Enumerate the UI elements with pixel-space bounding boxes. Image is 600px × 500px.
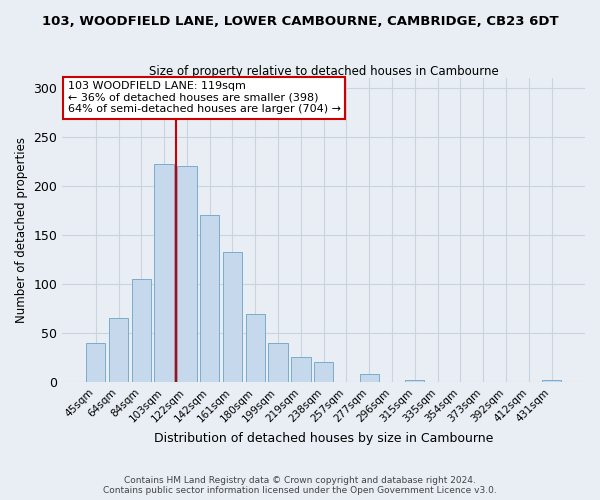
Bar bbox=[223, 252, 242, 382]
Bar bbox=[245, 314, 265, 382]
Title: Size of property relative to detached houses in Cambourne: Size of property relative to detached ho… bbox=[149, 65, 499, 78]
Bar bbox=[200, 216, 220, 382]
Text: 103, WOODFIELD LANE, LOWER CAMBOURNE, CAMBRIDGE, CB23 6DT: 103, WOODFIELD LANE, LOWER CAMBOURNE, CA… bbox=[41, 15, 559, 28]
Bar bbox=[291, 358, 311, 382]
X-axis label: Distribution of detached houses by size in Cambourne: Distribution of detached houses by size … bbox=[154, 432, 493, 445]
Bar bbox=[405, 380, 424, 382]
Text: 103 WOODFIELD LANE: 119sqm
← 36% of detached houses are smaller (398)
64% of sem: 103 WOODFIELD LANE: 119sqm ← 36% of deta… bbox=[68, 81, 341, 114]
Bar bbox=[154, 164, 174, 382]
Bar bbox=[109, 318, 128, 382]
Bar bbox=[131, 279, 151, 382]
Y-axis label: Number of detached properties: Number of detached properties bbox=[15, 137, 28, 323]
Text: Contains HM Land Registry data © Crown copyright and database right 2024.
Contai: Contains HM Land Registry data © Crown c… bbox=[103, 476, 497, 495]
Bar bbox=[86, 342, 106, 382]
Bar bbox=[268, 342, 288, 382]
Bar bbox=[542, 380, 561, 382]
Bar bbox=[359, 374, 379, 382]
Bar bbox=[177, 166, 197, 382]
Bar bbox=[314, 362, 334, 382]
